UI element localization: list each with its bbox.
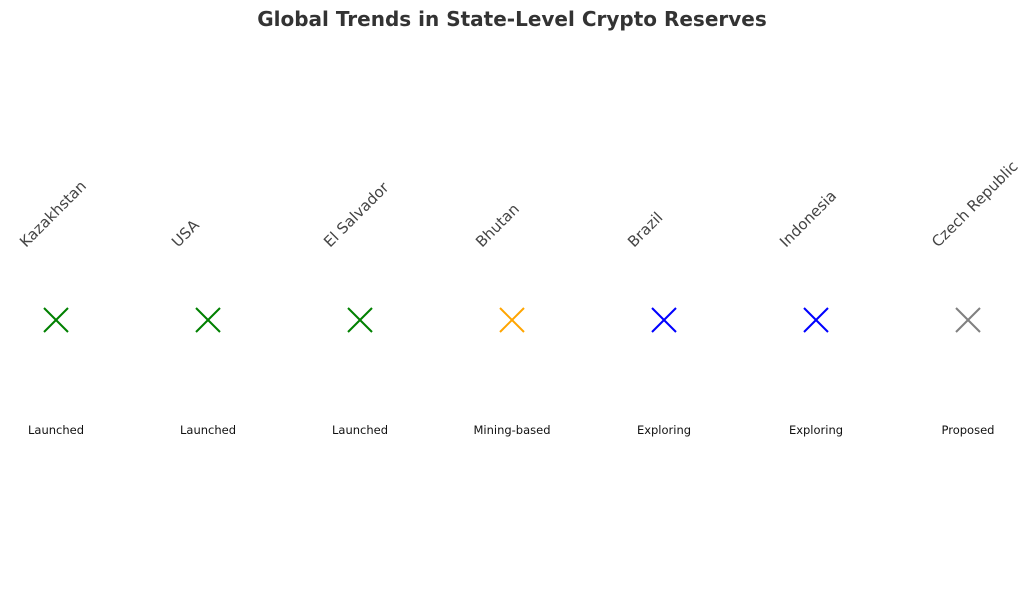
point-marker-indonesia [803,307,829,333]
status-label-indonesia: Exploring [789,423,843,437]
status-label-usa: Launched [180,423,236,437]
status-label-el-salvador: Launched [332,423,388,437]
point-marker-el-salvador [347,307,373,333]
point-marker-brazil [651,307,677,333]
country-label-brazil: Brazil [624,209,666,251]
point-marker-usa [195,307,221,333]
status-label-bhutan: Mining-based [473,423,550,437]
point-marker-bhutan [499,307,525,333]
chart-title: Global Trends in State-Level Crypto Rese… [257,7,767,31]
country-label-bhutan: Bhutan [472,200,523,251]
country-label-kazakhstan: Kazakhstan [16,177,90,251]
chart-marks: Kazakhstan Launched USA Launched El Salvador… [16,157,1021,437]
country-label-czech-republic: Czech Republic [928,157,1021,250]
status-label-czech-republic: Proposed [942,423,995,437]
country-label-indonesia: Indonesia [776,187,840,251]
country-label-el-salvador: El Salvador [320,178,393,251]
point-marker-czech-republic [955,307,981,333]
status-label-kazakhstan: Launched [28,423,84,437]
status-label-brazil: Exploring [637,423,691,437]
country-label-usa: USA [168,216,203,251]
point-marker-kazakhstan [43,307,69,333]
